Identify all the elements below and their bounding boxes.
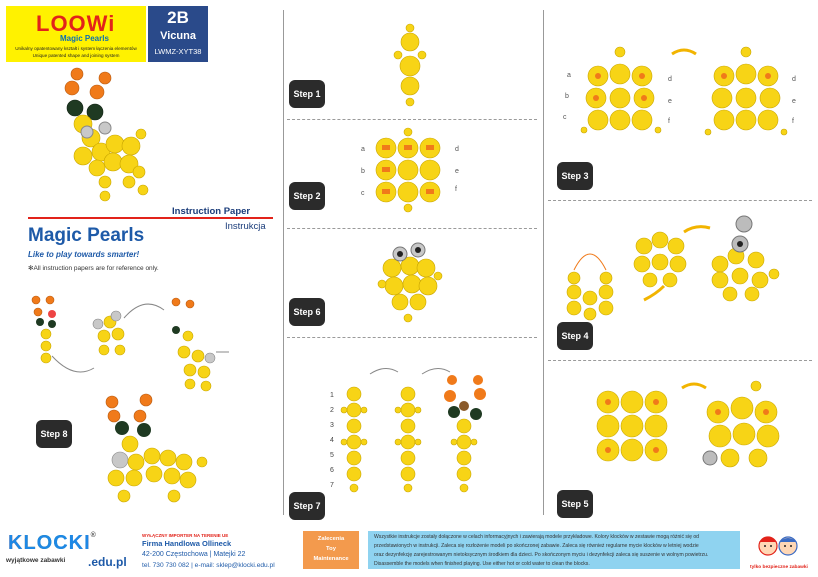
label-c: c [361,190,365,197]
maintenance-title-pl: Zalecenia [317,536,345,542]
set-code: LWMZ-XYT38 [154,47,202,56]
label-c: c [563,114,567,121]
instruction-pl: Instrukcja [225,221,266,232]
row-divider [287,228,537,229]
klocki-registered: ® [90,532,97,539]
brand-desc-en: Unique patented shape and joining system [32,53,120,58]
row-divider [548,360,812,361]
company-contact: tel. 730 730 082 | e-mail: sklep@klocki.… [142,562,275,569]
reference-note: ✻All instruction papers are for referenc… [28,265,159,272]
step7-number: 7 [330,482,334,489]
step3-label: Step 3 [557,162,593,190]
step1-label: Step 1 [289,80,325,108]
title-underline [28,217,273,219]
maintenance-text-box: Wszystkie instrukcje zostały dołączone w… [368,531,740,569]
step1-illustration [393,23,427,107]
maintenance-text: Wszystkie instrukcje zostały dołączone w… [374,534,699,540]
maintenance-text: Disassemble the models when finished pla… [374,561,590,567]
step7-number: 2 [330,407,334,414]
step6-label: Step 6 [289,298,325,326]
safe-toys-label: tylko bezpieczne zabawki [750,565,808,570]
brand-logo-box: LOOWi Magic Pearls Unikalny opatentowany… [6,6,146,62]
klocki-logo-text: KLOCKI [8,532,91,554]
maintenance-title-toy: Toy [326,546,336,552]
label-a: a [361,146,365,153]
step8-label: Step 8 [36,420,72,448]
label-e: e [455,168,459,175]
label-a: a [567,72,571,79]
label-d: d [792,76,796,83]
step4-illustration [566,215,780,321]
maintenance-box: Zalecenia Toy Maintenance [303,531,359,569]
row-divider [287,119,537,120]
set-badge: 2B Vicuna LWMZ-XYT38 [148,6,208,62]
label-d: d [455,146,459,153]
column-divider [543,10,544,515]
brand-desc-pl: Unikalny opatentowany kształt i system ł… [15,46,137,51]
klocki-logo: KLOCKI® [8,532,97,555]
instruction-en: Instruction Paper [172,206,251,217]
set-name: Vicuna [160,30,196,42]
step7-illustration [340,368,486,493]
row-divider [287,337,537,338]
company-name: Firma Handlowa Ollineck [142,539,232,548]
step8-illustration [31,295,229,503]
step7-number: 1 [330,392,334,399]
page-title: Magic Pearls [28,225,145,246]
step3-illustration [580,46,788,136]
safe-toys-logo [758,536,798,556]
company-address: 42-200 Częstochowa | Matejki 22 [142,551,246,558]
label-f: f [455,186,457,193]
step6-illustration [377,242,443,323]
step2-illustration [375,127,441,213]
maintenance-text: przedstawionych w instrukcji. Zaleca się… [374,543,699,549]
set-number: 2B [167,8,189,27]
step5-illustration [596,380,780,468]
row-divider [548,200,812,201]
step5-label: Step 5 [557,490,593,518]
step7-number: 4 [330,437,334,444]
brand-logo-text: LOOWi [36,11,116,36]
tagline: Like to play towards smarter! [28,250,140,259]
klocki-domain: .edu.pl [88,555,127,569]
label-b: b [565,93,569,100]
label-e: e [792,98,796,105]
label-b: b [361,168,365,175]
step4-label: Step 4 [557,322,593,350]
maintenance-title-maintenance: Maintenance [313,556,349,562]
step7-label: Step 7 [289,492,325,520]
vicuna-model-figure [64,67,149,202]
maintenance-text: oraz dezynfekcję zarejestrowanym nietoks… [374,552,709,558]
label-d: d [668,76,672,83]
step7-number: 5 [330,452,334,459]
label-f: f [792,118,794,125]
step2-label: Step 2 [289,182,325,210]
klocki-subtitle: wyjątkowe zabawki [6,557,66,564]
label-f: f [668,118,670,125]
importer-label: WYŁĄCZNY IMPORTER NA TERENIE UE [142,533,229,538]
label-e: e [668,98,672,105]
step7-number: 3 [330,422,334,429]
column-divider [283,10,284,515]
step7-number: 6 [330,467,334,474]
product-line: Magic Pearls [60,34,109,43]
